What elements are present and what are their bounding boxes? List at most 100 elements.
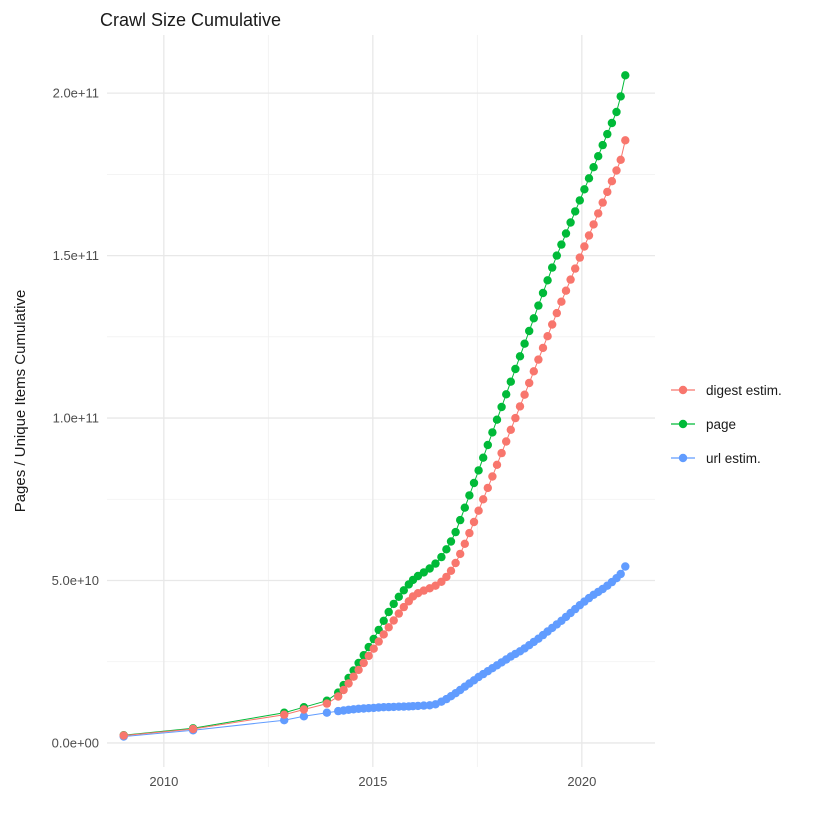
data-point: [299, 712, 309, 721]
data-point: [525, 326, 534, 336]
data-point: [603, 187, 612, 197]
y-tick-label: 1.0e+11: [53, 411, 99, 426]
data-point: [394, 592, 403, 601]
data-point: [557, 297, 566, 306]
data-point: [451, 527, 460, 537]
data-point: [488, 472, 497, 481]
data-point: [446, 537, 456, 546]
data-point: [474, 466, 483, 475]
data-point: [399, 586, 408, 595]
data-point: [621, 562, 630, 571]
data-point: [492, 460, 502, 469]
data-point: [538, 343, 548, 353]
x-tick-label: 2020: [567, 774, 596, 789]
data-point: [460, 503, 469, 512]
data-point: [379, 630, 388, 639]
data-point: [580, 242, 589, 251]
data-point: [469, 517, 479, 527]
y-tick-label: 2.0e+11: [53, 86, 99, 101]
data-point: [557, 240, 566, 249]
data-point: [188, 724, 198, 734]
data-point: [612, 107, 621, 117]
y-tick-label: 1.5e+11: [53, 248, 99, 263]
data-point: [515, 352, 525, 361]
data-point: [515, 402, 525, 411]
data-point: [566, 218, 575, 227]
data-point: [607, 177, 617, 186]
data-point: [431, 559, 440, 568]
data-point: [479, 495, 488, 504]
data-point: [561, 229, 571, 238]
data-point: [607, 118, 617, 128]
legend-item-url-estim: url estim.: [671, 451, 761, 466]
y-tick-label: 0.0e+00: [52, 735, 99, 750]
data-point: [621, 136, 630, 145]
data-point: [389, 616, 398, 625]
data-point: [520, 339, 529, 348]
data-point: [419, 568, 428, 577]
data-point: [334, 692, 343, 701]
data-point: [598, 140, 607, 150]
y-axis-title: Pages / Unique Items Cumulative: [12, 290, 29, 513]
data-point: [399, 602, 408, 612]
data-point: [483, 483, 492, 493]
series-digest-estim: [119, 136, 630, 740]
legend-point-icon: [678, 385, 688, 395]
data-point: [561, 286, 571, 295]
data-point: [603, 129, 612, 139]
data-point: [442, 572, 451, 582]
data-point: [394, 609, 403, 618]
data-point: [437, 552, 446, 562]
data-point: [419, 701, 428, 710]
data-point: [425, 564, 434, 573]
data-point: [460, 539, 469, 548]
series-layer: [119, 71, 630, 741]
data-point: [502, 390, 511, 399]
data-point: [379, 616, 388, 625]
data-point: [534, 355, 543, 364]
data-point: [616, 155, 625, 164]
data-point: [529, 367, 538, 376]
data-point: [280, 710, 289, 719]
data-point: [374, 637, 383, 646]
data-point: [299, 705, 309, 714]
data-point: [552, 308, 561, 318]
data-point: [456, 515, 465, 525]
legend-point-icon: [678, 419, 688, 429]
data-point: [584, 174, 594, 183]
axis-layer: 0.0e+00 5.0e+10 1.0e+11 1.5e+11 2.0e+11 2010 2…: [52, 86, 597, 789]
data-point: [575, 253, 584, 262]
data-point: [349, 672, 358, 681]
data-point: [612, 166, 621, 175]
data-point: [492, 415, 502, 424]
data-point: [566, 275, 575, 284]
legend-item-label: url estim.: [706, 451, 761, 466]
data-point: [322, 708, 332, 717]
data-point: [488, 428, 497, 437]
x-tick-label: 2015: [358, 774, 387, 789]
data-point: [506, 377, 515, 386]
data-point: [616, 569, 625, 579]
legend-item-label: page: [706, 417, 736, 432]
data-point: [384, 623, 393, 632]
data-point: [465, 528, 474, 538]
legend-item-page: page: [671, 417, 736, 432]
chart-title: Crawl Size Cumulative: [100, 10, 281, 30]
data-point: [594, 209, 603, 218]
data-point: [469, 478, 479, 488]
data-point: [497, 448, 506, 458]
data-point: [548, 263, 557, 272]
y-tick-label: 5.0e+10: [52, 573, 99, 588]
data-point: [369, 644, 378, 653]
data-point: [451, 558, 460, 568]
data-point: [474, 506, 483, 515]
legend-item-digest-estim: digest estim.: [671, 383, 782, 398]
data-point: [571, 207, 580, 216]
data-point: [575, 196, 584, 205]
grid-layer: [107, 35, 655, 767]
data-point: [520, 390, 529, 399]
data-point: [589, 220, 598, 229]
data-point: [580, 185, 589, 194]
